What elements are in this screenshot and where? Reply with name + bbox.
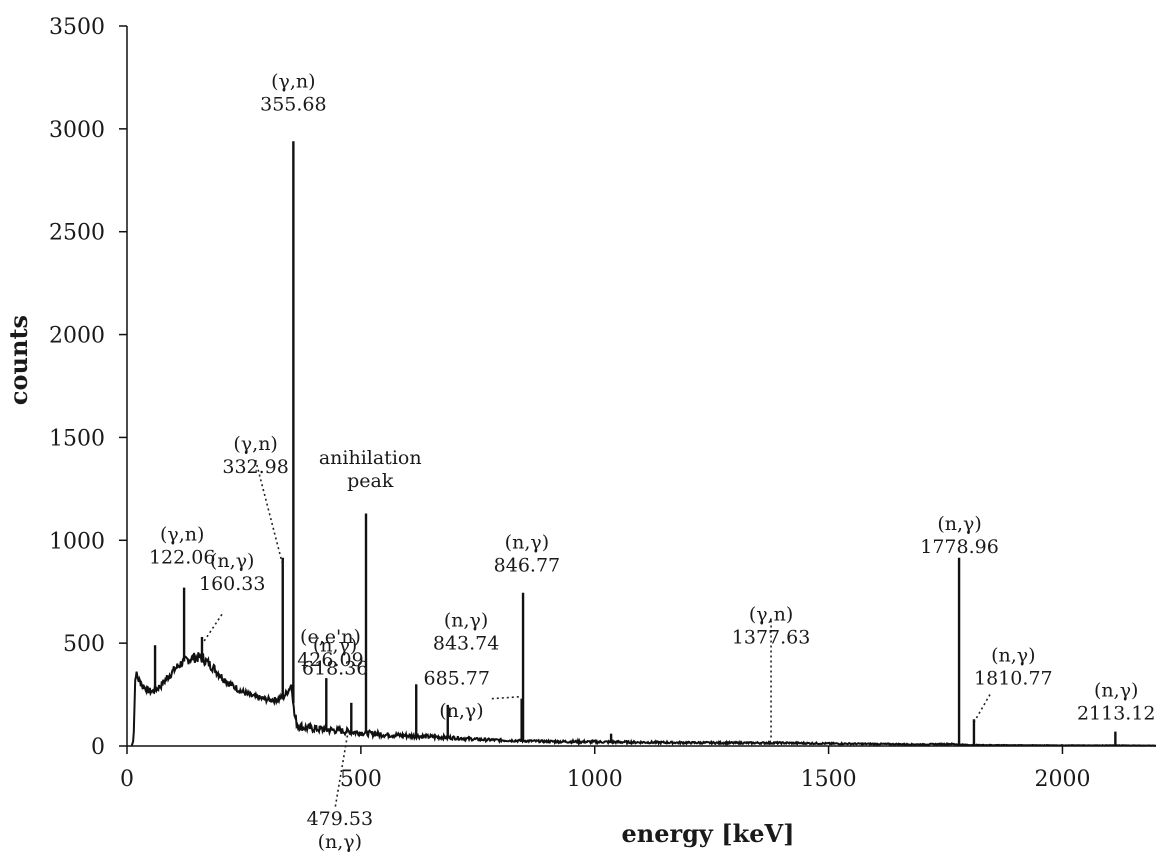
leader-line bbox=[334, 730, 350, 808]
leader-line bbox=[254, 459, 284, 566]
y-axis-title: counts bbox=[4, 315, 33, 405]
peak-annotation: peak bbox=[347, 470, 394, 492]
x-axis-title: energy [keV] bbox=[622, 819, 795, 848]
peak-annotation: 426.09 bbox=[297, 649, 363, 671]
peak-annotation: (n,γ) bbox=[318, 831, 362, 853]
peak-annotation: (n,γ) bbox=[991, 645, 1035, 667]
peak-annotation: anihilation bbox=[319, 447, 422, 469]
peak-annotation: 685.77 bbox=[424, 667, 490, 689]
peak-annotation: (γ,n) bbox=[271, 71, 315, 93]
peak-annotations: (γ,n)355.68(γ,n)332.98 anihilationpeak(γ,… bbox=[149, 71, 1156, 853]
leader-line bbox=[491, 695, 522, 700]
peak-annotation: (n,γ) bbox=[937, 513, 981, 535]
peak-annotation: (n,γ) bbox=[444, 610, 488, 632]
leader-lines bbox=[202, 459, 991, 808]
peak-annotation: (n,γ) bbox=[439, 700, 483, 722]
leader-line bbox=[973, 694, 991, 722]
peak-annotation: (γ,n) bbox=[749, 604, 793, 626]
y-tick-label: 1500 bbox=[49, 426, 105, 451]
peak-annotation: 1810.77 bbox=[974, 668, 1053, 690]
peak-annotation: (γ,n) bbox=[233, 433, 277, 455]
peak-annotation: (n,γ) bbox=[313, 634, 357, 656]
peak-annotation: 1377.63 bbox=[732, 627, 811, 649]
peak-annotation: 479.53 bbox=[307, 808, 373, 830]
x-tick-label: 1500 bbox=[801, 767, 857, 792]
peak-annotation: (γ,n) bbox=[160, 523, 204, 545]
y-tick-label: 0 bbox=[91, 735, 105, 760]
peak-annotation: 332.98 bbox=[222, 456, 288, 478]
peak-annotation: (e,e'n) bbox=[300, 626, 361, 648]
y-tick-label: 3000 bbox=[49, 118, 105, 143]
x-ticks: 0 500 1000 1500 2000 bbox=[120, 746, 1090, 792]
x-tick-label: 0 bbox=[120, 767, 134, 792]
x-tick-label: 500 bbox=[340, 767, 382, 792]
spectrum-line bbox=[130, 652, 1156, 747]
peak-annotation: 618.36 bbox=[302, 657, 368, 679]
x-tick-label: 1000 bbox=[567, 767, 623, 792]
peak-annotation: (n,γ) bbox=[1094, 680, 1138, 702]
peak-annotation: 1778.96 bbox=[920, 536, 999, 558]
peak-annotation: 843.74 bbox=[433, 633, 499, 655]
leader-line bbox=[202, 613, 223, 644]
peak-annotation: 846.77 bbox=[494, 555, 560, 577]
x-tick-label: 2000 bbox=[1034, 767, 1090, 792]
peak-annotation: 160.33 bbox=[199, 573, 265, 595]
peak-annotation: 355.68 bbox=[260, 94, 326, 116]
y-tick-label: 500 bbox=[63, 632, 105, 657]
peak-annotation: (n,γ) bbox=[210, 550, 254, 572]
y-tick-label: 3500 bbox=[49, 15, 105, 40]
peak-annotation: (n,γ) bbox=[505, 532, 549, 554]
y-tick-label: 2000 bbox=[49, 324, 105, 349]
peak-annotation: 2113.12 bbox=[1077, 703, 1156, 725]
spectrum-series bbox=[130, 141, 1156, 747]
peak-annotation: 122.06 bbox=[149, 546, 215, 568]
y-tick-label: 2500 bbox=[49, 221, 105, 246]
y-tick-label: 1000 bbox=[49, 529, 105, 554]
y-ticks: 0 500 1000 1500 2000 2500 3000 3500 bbox=[49, 15, 127, 760]
